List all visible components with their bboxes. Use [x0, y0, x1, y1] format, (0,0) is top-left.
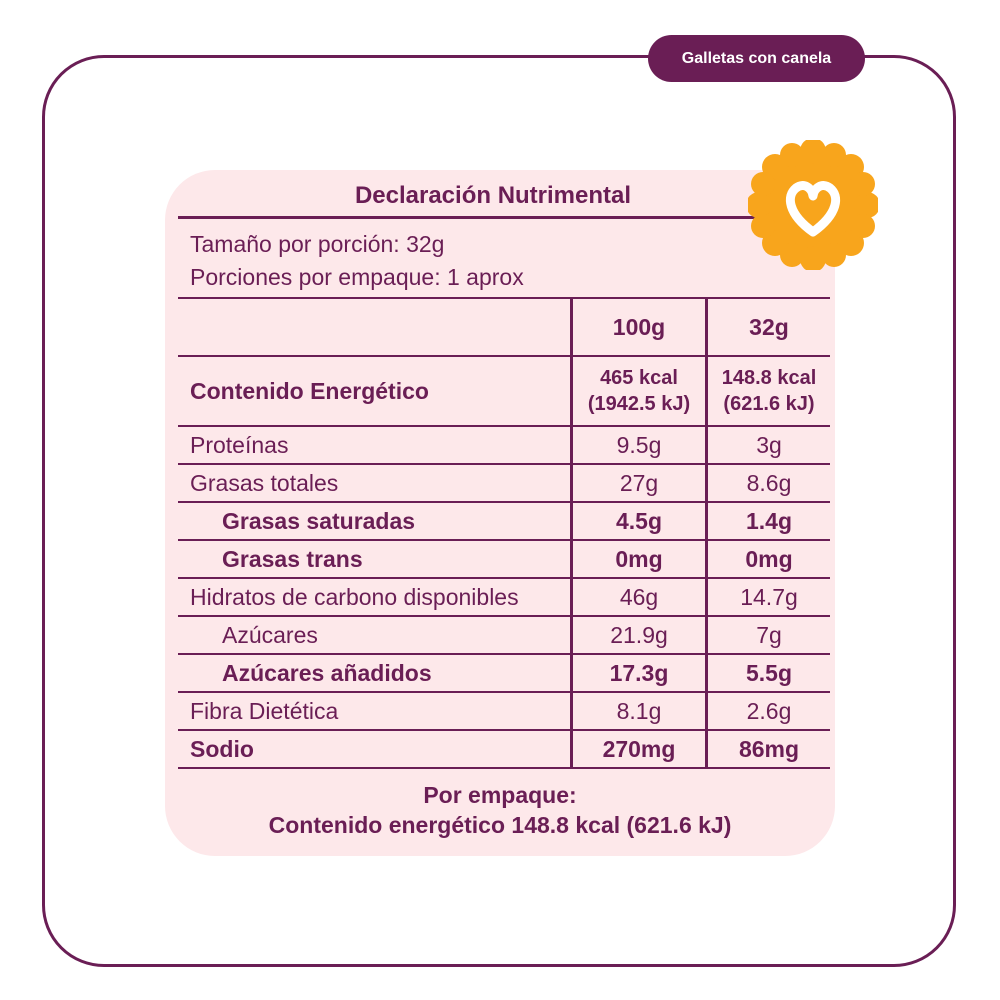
nutrient: Fibra Dietética: [178, 691, 572, 731]
value: 465 kcal: [600, 367, 678, 389]
badge-shape: [748, 140, 878, 270]
nutrient: Azúcares: [178, 615, 572, 655]
frame: [42, 55, 956, 967]
footer-line: Contenido energético 148.8 kcal (621.6 k…: [268, 812, 732, 838]
row: Grasas saturadas 4.5g 1.4g: [178, 501, 830, 541]
value-cell: 9.5g: [570, 425, 707, 465]
row: Hidratos de carbono disponibles 46g 14.7g: [178, 577, 830, 617]
nutrient: Contenido Energético: [178, 355, 572, 427]
value-cell: 0mg: [570, 539, 707, 579]
value-cell: 1.4g: [705, 501, 830, 541]
value-cell: 148.8 kcal (621.6 kJ): [705, 355, 830, 427]
value-cell: 0mg: [705, 539, 830, 579]
value: 148.8 kcal: [721, 367, 817, 389]
value-cell: 270mg: [570, 729, 707, 769]
row: Contenido Energético 465 kcal (1942.5 kJ)…: [178, 355, 830, 427]
rule: [178, 216, 830, 219]
value-cell: 5.5g: [705, 653, 830, 693]
value-cell: 4.5g: [570, 501, 707, 541]
label-title: Declaración Nutrimental: [354, 182, 632, 209]
nutrient: Grasas trans: [178, 539, 572, 579]
nutrient: Sodio: [178, 729, 572, 769]
value-cell: 14.7g: [705, 577, 830, 617]
heart-icon: [785, 181, 841, 237]
value-cell: 46g: [570, 577, 707, 617]
value-cell: 3g: [705, 425, 830, 465]
row: Sodio 270mg 86mg: [178, 729, 830, 769]
value: (621.6 kJ): [723, 393, 815, 415]
row: Grasas trans 0mg 0mg: [178, 539, 830, 579]
row: Proteínas 9.5g 3g: [178, 425, 830, 465]
value-cell: 17.3g: [570, 653, 707, 693]
nutrition-table: 100g 32g Contenido Energético 465 kcal (19…: [178, 297, 830, 769]
value-cell: 8.6g: [705, 463, 830, 503]
value-cell: 465 kcal (1942.5 kJ): [570, 355, 707, 427]
row: Azúcares 21.9g 7g: [178, 615, 830, 655]
value: (1942.5 kJ): [587, 393, 691, 415]
value-cell: 21.9g: [570, 615, 707, 655]
nutrient: Hidratos de carbono disponibles: [178, 577, 572, 617]
serving-size: Tamaño por porción: 32g: [190, 231, 445, 257]
cell: [178, 297, 572, 357]
row: Azúcares añadidos 17.3g 5.5g: [178, 653, 830, 693]
nutrient: Azúcares añadidos: [178, 653, 572, 693]
value-cell: 7g: [705, 615, 830, 655]
header-cell: 100g: [570, 297, 707, 357]
header-row: 100g 32g: [178, 297, 830, 357]
nutrient: Proteínas: [178, 425, 572, 465]
value-cell: 2.6g: [705, 691, 830, 731]
nutrient: Grasas totales: [178, 463, 572, 503]
product-tag: Galletas con canela: [648, 35, 865, 82]
header-cell: 32g: [705, 297, 830, 357]
servings-per-package: Porciones por empaque: 1 aprox: [190, 264, 524, 290]
value-cell: 86mg: [705, 729, 830, 769]
brand-badge: [748, 140, 878, 270]
value-cell: 27g: [570, 463, 707, 503]
value-cell: 8.1g: [570, 691, 707, 731]
row: Fibra Dietética 8.1g 2.6g: [178, 691, 830, 731]
row: Grasas totales 27g 8.6g: [178, 463, 830, 503]
footer-line: Por empaque:: [423, 782, 577, 808]
nutrient: Grasas saturadas: [178, 501, 572, 541]
